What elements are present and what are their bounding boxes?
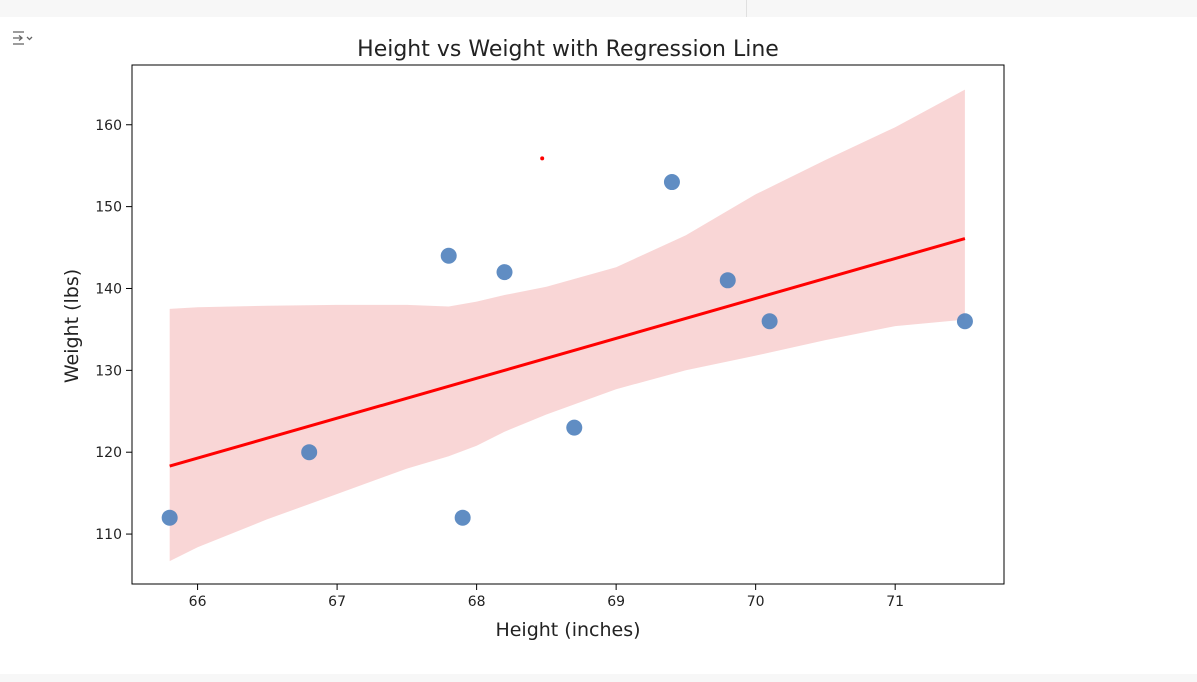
cell-top-strip: [0, 0, 1197, 17]
data-point-2: [301, 444, 318, 461]
y-axis-label: Weight (lbs): [61, 269, 83, 383]
data-point-10: [956, 313, 973, 330]
y-tick-label-160: 160: [95, 118, 122, 134]
x-axis-label: Height (inches): [495, 619, 640, 641]
data-point-8: [719, 272, 736, 289]
x-tick-label-67: 67: [328, 594, 346, 610]
y-tick-label-120: 120: [95, 445, 122, 461]
y-tick-label-150: 150: [95, 200, 122, 216]
x-tick-label-71: 71: [886, 594, 904, 610]
data-point-3: [440, 247, 457, 264]
y-tick-label-110: 110: [95, 527, 122, 543]
data-point-7: [663, 174, 680, 191]
annotation-point: [540, 156, 545, 161]
axes-frame: [131, 64, 1005, 585]
cell-divider: [746, 0, 747, 17]
x-tick-label-66: 66: [189, 594, 207, 610]
regression-line: [169, 237, 966, 468]
data-point-6: [566, 419, 583, 436]
x-tick-label-70: 70: [747, 594, 765, 610]
x-tick-label-69: 69: [607, 594, 625, 610]
data-point-5: [496, 264, 513, 281]
y-tick-label-130: 130: [95, 363, 122, 379]
x-tick-label-68: 68: [468, 594, 486, 610]
output-collapse-icon[interactable]: [10, 26, 36, 50]
data-point-4: [454, 509, 471, 526]
data-point-9: [761, 313, 778, 330]
data-point-1: [161, 509, 178, 526]
confidence-band: [169, 89, 965, 562]
plot-area: 66 67 68 69 70 71 110 120 130 140 150 160: [95, 64, 1005, 610]
cell-bottom-strip: [0, 674, 1197, 682]
chart-title: Height vs Weight with Regression Line: [357, 37, 779, 62]
y-tick-label-140: 140: [95, 281, 122, 297]
